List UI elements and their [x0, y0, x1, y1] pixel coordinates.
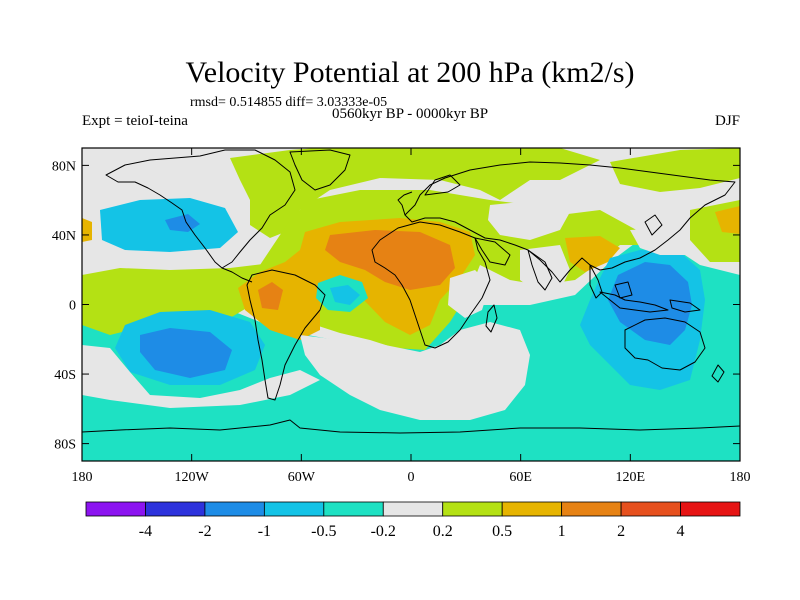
colorbar-label-8: 2	[617, 523, 625, 540]
field-grey-mideast	[488, 200, 570, 240]
colorbar-label-7: 1	[558, 523, 566, 540]
stats-label: rmsd= 0.514855 diff= 3.03333e-05	[190, 95, 387, 110]
colorbar-label-0: -4	[139, 523, 152, 540]
lat-tick-label-3: 40S	[54, 368, 76, 383]
coast-greenland	[289, 149, 351, 191]
colorbar-swatch-5	[382, 501, 444, 517]
field-blue-north-pacific	[165, 214, 200, 232]
colorbar-swatch-8	[561, 501, 622, 517]
season-label: DJF	[715, 113, 740, 129]
colorbar-swatch-0	[85, 501, 146, 517]
coast-north-america	[105, 149, 296, 269]
lon-tick-label-6: 180	[730, 470, 751, 485]
field-darkorange-amazon	[258, 282, 283, 310]
field-grey-india	[520, 245, 570, 295]
coast-new-zealand	[711, 364, 725, 383]
coast-scandinavia	[424, 174, 461, 196]
colorbar-swatch-7	[501, 501, 563, 517]
experiment-label: Expt = teioI-teina	[82, 113, 188, 129]
coast-india	[527, 249, 553, 291]
lon-tick-label-1: 120W	[175, 470, 210, 485]
lon-tick-label-2: 60W	[288, 470, 316, 485]
coast-south-america	[246, 269, 326, 401]
lat-tick-label-0: 80N	[52, 159, 76, 174]
colorbar-swatch-4	[323, 501, 384, 517]
field-green-arctic-east	[610, 148, 740, 192]
colorbar: -4 -2 -1 -0.5 -0.2 0.2 0.5 1 2 4	[85, 501, 741, 540]
colorbar-label-3: -0.5	[311, 523, 336, 540]
contour-field	[82, 148, 740, 461]
coast-europe-west	[397, 191, 413, 216]
colorbar-swatch-3	[263, 501, 325, 517]
lon-tick-label-4: 60E	[509, 470, 532, 485]
colorbar-swatch-9	[620, 501, 681, 517]
lon-tick-label-0: 180	[72, 470, 93, 485]
colorbar-label-2: -1	[258, 523, 271, 540]
field-orange-dateline-west	[82, 218, 92, 242]
lat-tick-label-2: 0	[69, 299, 76, 314]
field-blue-south-pacific	[140, 328, 232, 378]
field-grey-africa	[448, 270, 490, 318]
coast-australia	[624, 317, 706, 371]
coast-madagascar	[485, 304, 498, 333]
map-title: Velocity Potential at 200 hPa (km2/s)	[185, 56, 634, 89]
coast-borneo	[614, 281, 633, 299]
colorbar-label-6: 0.5	[492, 523, 512, 540]
coast-arabia	[474, 237, 511, 266]
field-orange-dateline-east	[715, 206, 740, 234]
field-grey-south-pacific	[82, 345, 320, 408]
period-label: 0560kyr BP - 0000kyr BP	[332, 106, 488, 122]
colorbar-swatch-1	[145, 501, 206, 517]
colorbar-label-4: -0.2	[371, 523, 396, 540]
coast-new-guinea	[669, 299, 701, 313]
coastlines	[82, 149, 740, 434]
coast-indochina	[589, 264, 603, 299]
colorbar-label-9: 4	[677, 523, 685, 540]
field-darkorange-sahara	[325, 230, 455, 290]
field-cyan-atlantic	[330, 285, 360, 305]
field-orange-southeast-asia	[565, 236, 620, 272]
field-grey-south-atlantic	[300, 322, 530, 420]
coast-japan	[644, 214, 663, 236]
colorbar-swatch-2	[204, 501, 265, 517]
lat-tick-label-4: 80S	[54, 438, 76, 453]
coast-africa	[371, 221, 491, 349]
coast-antarctica	[82, 419, 740, 434]
lon-tick-label-5: 120E	[616, 470, 646, 485]
colorbar-label-1: -2	[198, 523, 211, 540]
lat-tick-label-1: 40N	[52, 229, 76, 244]
colorbar-label-5: 0.2	[433, 523, 453, 540]
field-green-north	[230, 148, 600, 238]
lon-tick-label-3: 0	[408, 470, 415, 485]
latitude-axis: 80N 40N 0 40S 80S	[52, 159, 740, 453]
colorbar-swatch-10	[680, 501, 741, 517]
longitude-axis: 180 120W 60W 0 60E 120E 180	[72, 148, 751, 485]
coast-eurasia	[404, 161, 736, 283]
coast-central-america	[221, 267, 253, 283]
colorbar-swatch-6	[442, 501, 503, 517]
